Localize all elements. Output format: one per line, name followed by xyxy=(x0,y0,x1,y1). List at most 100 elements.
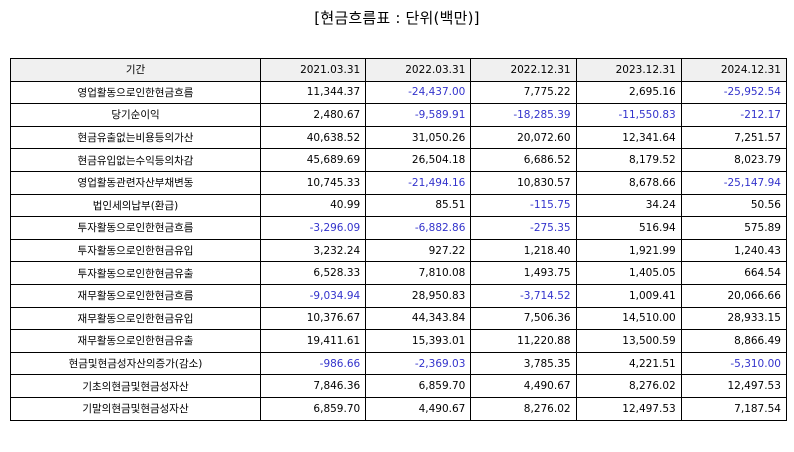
value-cell: 28,950.83 xyxy=(365,283,472,308)
row-label: 투자활동으로인한현금유입 xyxy=(10,238,261,263)
value-cell: 10,830.57 xyxy=(470,170,577,195)
value-cell: -9,034.94 xyxy=(259,283,367,308)
table-row: 법인세의납부(환급) 40.99 85.51 -115.75 34.24 50.56 xyxy=(10,193,787,218)
value-cell: -275.35 xyxy=(470,216,577,240)
value-cell: 7,775.22 xyxy=(470,80,577,105)
value-cell: 8,678.66 xyxy=(575,170,682,195)
value-cell: 2,695.16 xyxy=(575,80,682,105)
value-cell: 8,023.79 xyxy=(680,148,787,172)
value-cell: 11,344.37 xyxy=(259,80,367,105)
row-label: 기말의현금및현금성자산 xyxy=(10,396,261,421)
value-cell: 1,405.05 xyxy=(575,261,682,285)
value-cell: -25,952.54 xyxy=(680,80,787,105)
value-cell: 15,393.01 xyxy=(365,329,472,353)
row-label: 투자활동으로인한현금유출 xyxy=(10,261,261,285)
value-cell: 11,220.88 xyxy=(470,329,577,353)
value-cell: 44,343.84 xyxy=(365,306,472,331)
value-cell: 7,506.36 xyxy=(470,306,577,331)
row-label: 재무활동으로인한현금흐름 xyxy=(10,283,261,308)
table-row: 영업활동관련자산부채변동 10,745.33 -21,494.16 10,830.57… xyxy=(10,170,787,195)
value-cell: 10,745.33 xyxy=(259,170,367,195)
column-header-date: 2021.03.31 xyxy=(259,58,367,82)
value-cell: 6,528.33 xyxy=(259,261,367,285)
value-cell: 12,341.64 xyxy=(575,125,682,150)
table-row: 기초의현금및현금성자산 7,846.36 6,859.70 4,490.67 8,276… xyxy=(10,374,787,398)
value-cell: -2,369.03 xyxy=(365,351,472,376)
value-cell: 7,810.08 xyxy=(365,261,472,285)
value-cell: 575.89 xyxy=(680,216,787,240)
value-cell: 10,376.67 xyxy=(259,306,367,331)
value-cell: 1,493.75 xyxy=(470,261,577,285)
row-label: 현금및현금성자산의증가(감소) xyxy=(10,351,261,376)
value-cell: 12,497.53 xyxy=(680,374,787,398)
table-row: 재무활동으로인한현금유출 19,411.61 15,393.01 11,220.88 1… xyxy=(10,329,787,353)
value-cell: 8,276.02 xyxy=(575,374,682,398)
table-row: 투자활동으로인한현금흐름 -3,296.09 -6,882.86 -275.35 516… xyxy=(10,216,787,240)
value-cell: 1,240.43 xyxy=(680,238,787,263)
value-cell: -986.66 xyxy=(259,351,367,376)
value-cell: 20,066.66 xyxy=(680,283,787,308)
value-cell: -6,882.86 xyxy=(365,216,472,240)
value-cell: 20,072.60 xyxy=(470,125,577,150)
value-cell: 6,686.52 xyxy=(470,148,577,172)
value-cell: 8,276.02 xyxy=(470,396,577,421)
table-row: 재무활동으로인한현금유입 10,376.67 44,343.84 7,506.36 14… xyxy=(10,306,787,331)
value-cell: 50.56 xyxy=(680,193,787,218)
value-cell: 1,921.99 xyxy=(575,238,682,263)
value-cell: 26,504.18 xyxy=(365,148,472,172)
value-cell: 1,009.41 xyxy=(575,283,682,308)
value-cell: 3,785.35 xyxy=(470,351,577,376)
value-cell: 85.51 xyxy=(365,193,472,218)
value-cell: -25,147.94 xyxy=(680,170,787,195)
row-label: 투자활동으로인한현금흐름 xyxy=(10,216,261,240)
row-label: 현금유출없는비용등의가산 xyxy=(10,125,261,150)
row-label: 당기순이익 xyxy=(10,103,261,127)
value-cell: -9,589.91 xyxy=(365,103,472,127)
row-label: 재무활동으로인한현금유출 xyxy=(10,329,261,353)
value-cell: 6,859.70 xyxy=(365,374,472,398)
cash-flow-table: 기간 2021.03.31 2022.03.31 2022.12.31 2023… xyxy=(10,58,787,421)
row-label: 기초의현금및현금성자산 xyxy=(10,374,261,398)
value-cell: -5,310.00 xyxy=(680,351,787,376)
table-header: 기간 2021.03.31 2022.03.31 2022.12.31 2023… xyxy=(10,58,787,82)
table-row: 영업활동으로인한현금흐름 11,344.37 -24,437.00 7,775.22 2… xyxy=(10,80,787,105)
value-cell: 2,480.67 xyxy=(259,103,367,127)
table-row: 기말의현금및현금성자산 6,859.70 4,490.67 8,276.02 12,49… xyxy=(10,396,787,421)
table-row: 현금유출없는비용등의가산 40,638.52 31,050.26 20,072.60 1… xyxy=(10,125,787,150)
value-cell: 4,490.67 xyxy=(365,396,472,421)
header-row: 기간 2021.03.31 2022.03.31 2022.12.31 2023… xyxy=(10,58,787,82)
value-cell: -115.75 xyxy=(470,193,577,218)
value-cell: 8,179.52 xyxy=(575,148,682,172)
column-header-date: 2022.03.31 xyxy=(365,58,472,82)
row-label: 영업활동으로인한현금흐름 xyxy=(10,80,261,105)
value-cell: -11,550.83 xyxy=(575,103,682,127)
value-cell: 31,050.26 xyxy=(365,125,472,150)
value-cell: 6,859.70 xyxy=(259,396,367,421)
column-header-date: 2023.12.31 xyxy=(575,58,682,82)
table-row: 투자활동으로인한현금유출 6,528.33 7,810.08 1,493.75 1,40… xyxy=(10,261,787,285)
table-row: 현금및현금성자산의증가(감소) -986.66 -2,369.03 3,785.35 4… xyxy=(10,351,787,376)
value-cell: -18,285.39 xyxy=(470,103,577,127)
value-cell: 4,221.51 xyxy=(575,351,682,376)
value-cell: 12,497.53 xyxy=(575,396,682,421)
table-body: 영업활동으로인한현금흐름 11,344.37 -24,437.00 7,775.22 2… xyxy=(10,80,787,421)
value-cell: 664.54 xyxy=(680,261,787,285)
value-cell: 45,689.69 xyxy=(259,148,367,172)
table-row: 투자활동으로인한현금유입 3,232.24 927.22 1,218.40 1,921.… xyxy=(10,238,787,263)
value-cell: 40,638.52 xyxy=(259,125,367,150)
value-cell: 927.22 xyxy=(365,238,472,263)
value-cell: 4,490.67 xyxy=(470,374,577,398)
row-label: 재무활동으로인한현금유입 xyxy=(10,306,261,331)
value-cell: -3,714.52 xyxy=(470,283,577,308)
column-header-period: 기간 xyxy=(10,58,261,82)
value-cell: 13,500.59 xyxy=(575,329,682,353)
row-label: 법인세의납부(환급) xyxy=(10,193,261,218)
row-label: 현금유입없는수익등의차감 xyxy=(10,148,261,172)
value-cell: 1,218.40 xyxy=(470,238,577,263)
value-cell: 14,510.00 xyxy=(575,306,682,331)
value-cell: 7,187.54 xyxy=(680,396,787,421)
value-cell: 8,866.49 xyxy=(680,329,787,353)
value-cell: 3,232.24 xyxy=(259,238,367,263)
value-cell: -212.17 xyxy=(680,103,787,127)
value-cell: -3,296.09 xyxy=(259,216,367,240)
